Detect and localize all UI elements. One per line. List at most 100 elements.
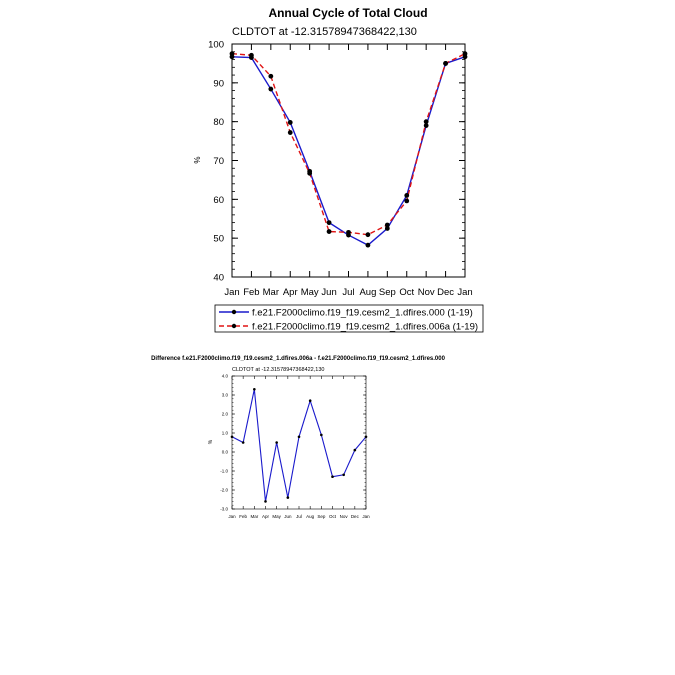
- legend-marker-006a: [231, 323, 237, 329]
- x-tick-label: May: [301, 287, 319, 298]
- x-tick-label: Aug: [306, 514, 315, 519]
- legend-marker-000: [231, 309, 237, 315]
- x-tick-label: Jul: [342, 287, 354, 298]
- series-0-point: [297, 435, 301, 439]
- x-tick-label: Apr: [283, 287, 298, 298]
- series-1-point: [365, 232, 371, 238]
- x-tick-label: Apr: [262, 514, 270, 519]
- y-tick-label: 70: [213, 156, 224, 167]
- y-tick-label: 40: [213, 273, 224, 284]
- series-0-point: [268, 86, 274, 92]
- chart2-series: [230, 388, 368, 503]
- series-0-point: [326, 220, 332, 226]
- x-tick-label: Mar: [263, 287, 279, 298]
- y-tick-label: -2.0: [220, 488, 228, 493]
- x-tick-label: Nov: [418, 287, 435, 298]
- chart1-xticklabels: Jan Feb Mar Apr May Jun Jul Aug Sep Oct Nov Dec Jan: [224, 287, 472, 298]
- series-0-point: [353, 448, 357, 452]
- chart1-ylabel: %: [193, 156, 202, 163]
- chart1-legend: f.e21.F2000climo.f19_f19.cesm2_1.dfires.…: [214, 304, 484, 333]
- series-0-point: [286, 496, 290, 499]
- x-tick-label: Oct: [329, 514, 337, 519]
- chart1-series: [229, 51, 468, 248]
- x-tick-label: Feb: [239, 514, 247, 519]
- series-1-point: [346, 229, 351, 235]
- legend-label-000: f.e21.F2000climo.f19_f19.cesm2_1.dfires.…: [252, 308, 473, 319]
- x-tick-label: Feb: [243, 287, 259, 298]
- chart1-title: Annual Cycle of Total Cloud: [268, 6, 427, 20]
- series-0-point: [384, 226, 390, 231]
- series-0-point: [230, 435, 234, 439]
- series-line-0: [231, 56, 466, 246]
- chart2-title: Difference f.e21.F2000climo.f19_f19.cesm…: [151, 356, 446, 362]
- series-0-point: [253, 388, 256, 391]
- x-tick-label: Jul: [296, 514, 302, 519]
- x-tick-label: Jan: [228, 514, 236, 519]
- series-1-point: [462, 51, 468, 57]
- y-tick-label: 4.0: [222, 374, 229, 379]
- legend-label-006a: f.e21.F2000climo.f19_f19.cesm2_1.dfires.…: [252, 322, 478, 333]
- y-tick-label: 1.0: [222, 431, 229, 436]
- series-1-point: [384, 222, 390, 228]
- x-tick-label: Oct: [399, 287, 414, 298]
- x-tick-label: Sep: [317, 514, 326, 519]
- series-0-point: [404, 193, 410, 198]
- x-tick-label: Jun: [321, 287, 336, 298]
- x-tick-label: Jan: [362, 514, 370, 519]
- chart2-yticklabels: -3.0 -2.0 -1.0 0.0 1.0 2.0 3.0 4.0: [220, 374, 228, 512]
- y-tick-label: -1.0: [220, 469, 228, 474]
- series-0-point: [241, 441, 245, 444]
- y-tick-label: 0.0: [222, 450, 229, 455]
- series-0-point: [287, 120, 293, 125]
- series-1-point: [249, 52, 254, 58]
- x-tick-label: Dec: [437, 287, 454, 298]
- y-tick-label: 50: [213, 234, 224, 245]
- chart2-ylabel: %: [208, 439, 214, 444]
- series-0-point: [423, 123, 429, 128]
- x-tick-label: Jun: [284, 514, 292, 519]
- series-1-point: [287, 130, 293, 135]
- series-0-point: [331, 475, 334, 479]
- x-tick-label: Mar: [250, 514, 258, 519]
- series-0-point: [342, 473, 345, 477]
- x-tick-label: Nov: [340, 514, 349, 519]
- y-tick-label: -3.0: [220, 507, 228, 512]
- y-tick-label: 100: [208, 40, 224, 51]
- x-tick-label: Jan: [457, 287, 472, 298]
- series-1-point: [423, 119, 429, 125]
- series-line-0: [231, 389, 367, 502]
- x-tick-label: Jan: [224, 287, 239, 298]
- series-1-point: [404, 198, 410, 204]
- series-1-point: [268, 73, 274, 79]
- series-0-point: [308, 399, 312, 403]
- series-0-point: [365, 242, 371, 248]
- series-0-point: [320, 433, 323, 437]
- chart2-axes: [231, 375, 367, 510]
- plot-frame: [231, 43, 466, 278]
- x-tick-label: Sep: [379, 287, 396, 298]
- chart2-xticklabels: Jan Feb Mar Apr May Jun Jul Aug Sep Oct Nov Dec Jan: [228, 514, 370, 519]
- y-tick-label: 90: [213, 78, 224, 89]
- series-1-point: [229, 51, 235, 57]
- y-tick-label: 3.0: [222, 393, 229, 398]
- chart1-subtitle: CLDTOT at -12.31578947368422,130: [232, 26, 417, 38]
- y-tick-label: 2.0: [222, 412, 229, 417]
- series-0-point: [275, 441, 278, 444]
- x-tick-label: Aug: [359, 287, 376, 298]
- x-tick-label: May: [272, 514, 281, 519]
- y-tick-label: 60: [213, 195, 224, 206]
- series-1-point: [307, 170, 313, 176]
- legend-box: [214, 304, 484, 333]
- chart1-axes: [231, 43, 466, 278]
- y-tick-label: 80: [213, 117, 224, 128]
- series-1-point: [443, 61, 448, 66]
- chart1-yticklabels: 40 50 60 70 80 90 100: [208, 40, 224, 284]
- series-1-point: [326, 229, 332, 234]
- chart2-subtitle: CLDTOT at -12.31578947368422,130: [232, 367, 324, 373]
- series-line-1: [231, 53, 466, 236]
- series-0-point: [264, 500, 267, 503]
- x-tick-label: Dec: [351, 514, 360, 519]
- plot-frame: [231, 375, 367, 510]
- series-0-point: [364, 435, 368, 439]
